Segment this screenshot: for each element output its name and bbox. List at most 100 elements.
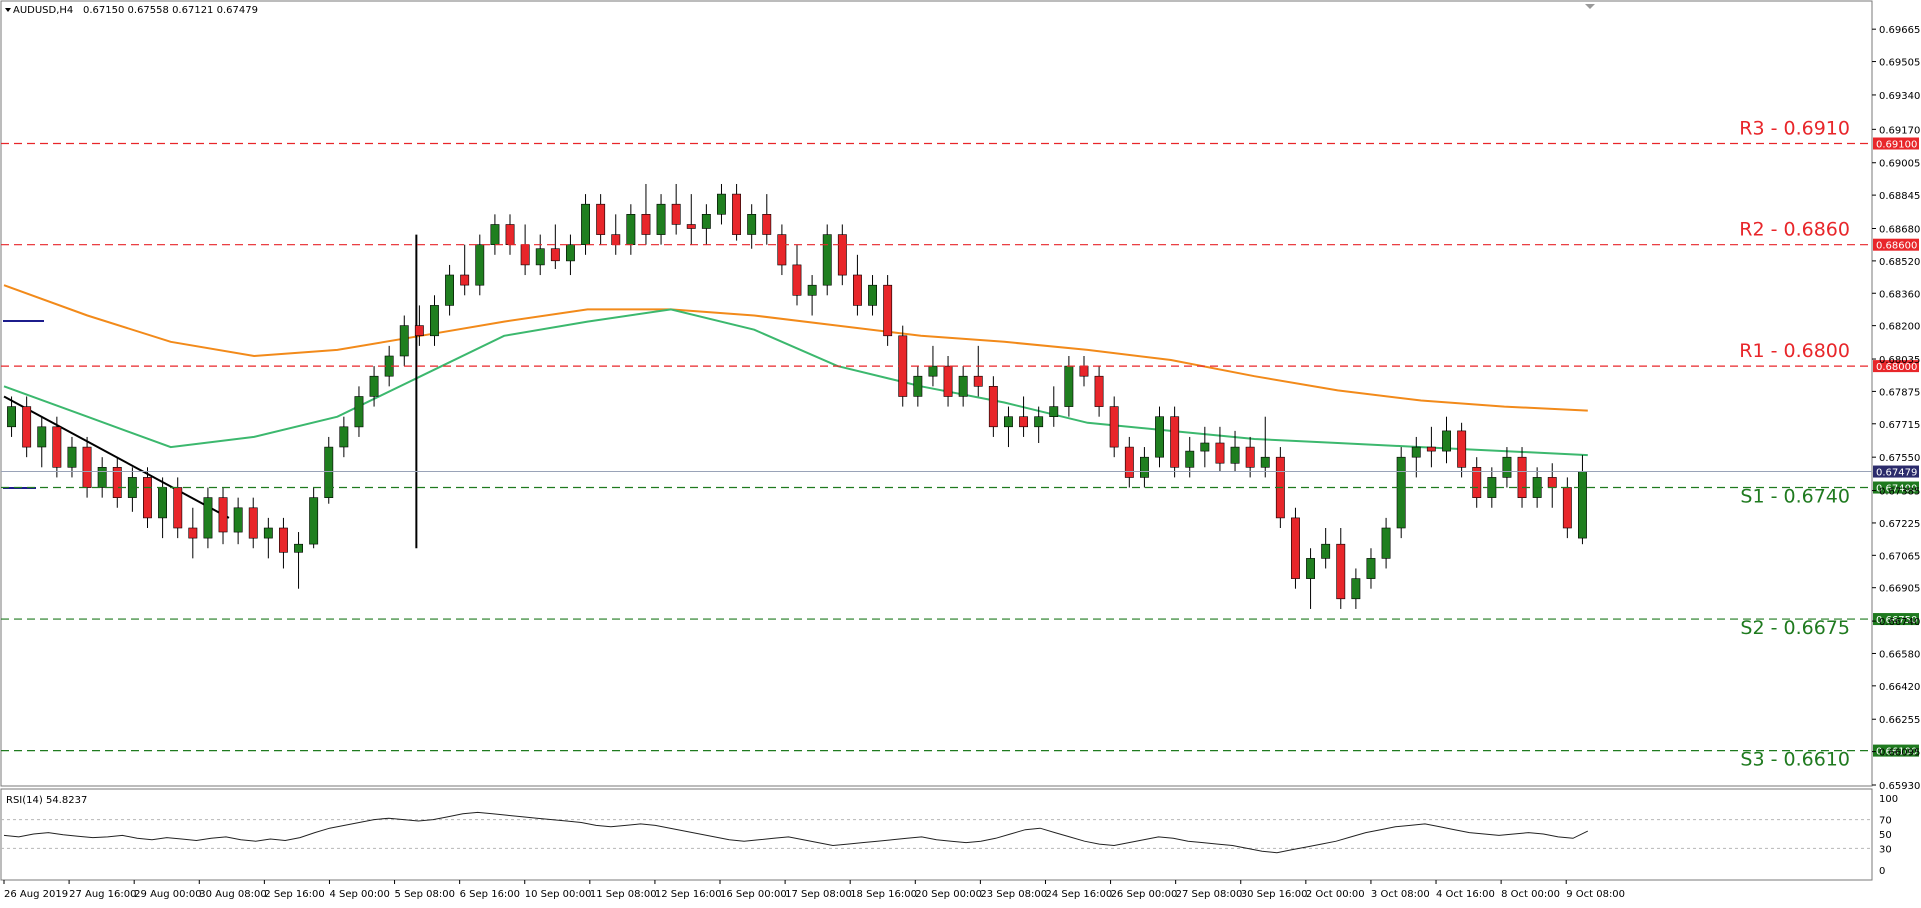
candle-bearish (1457, 430, 1467, 468)
x-tick-label: 9 Oct 08:00 (1566, 889, 1625, 900)
rsi-label: RSI(14) 54.8237 (6, 795, 87, 806)
resistance-level-badge-text: 0.68600 (1876, 241, 1917, 252)
candle-bearish (1291, 517, 1300, 579)
x-tick-label: 11 Sep 08:00 (590, 889, 657, 900)
support-resistance-levels: 0.67479 0.69100 R3 - 0.6910 0.68600 R2 - 0.6… (1, 118, 1919, 771)
current-price-badge (1873, 465, 1919, 478)
symbol-label: AUDUSD,H4 (13, 5, 73, 16)
candle-bearish (1079, 365, 1089, 377)
candle-bearish (1124, 446, 1134, 478)
x-tick-label: 8 Oct 00:00 (1501, 889, 1560, 900)
y-tick-label: 0.68035 (1879, 355, 1920, 366)
candle-bearish (762, 214, 772, 235)
current-price-badge-text: 0.67479 (1876, 468, 1917, 479)
candle-bearish (22, 406, 32, 448)
support-level-badge-text: 0.66750 (1876, 615, 1917, 626)
x-tick-label: 20 Sep 00:00 (915, 889, 982, 900)
candle-bullish (37, 426, 47, 448)
symbol-menu-icon[interactable] (5, 8, 11, 12)
y-tick-label: 0.66255 (1879, 715, 1920, 726)
candle-bearish (1336, 543, 1346, 600)
candle-bullish (339, 426, 349, 448)
candle-bearish (671, 203, 681, 225)
rsi-tick-label: 50 (1879, 830, 1892, 841)
y-tick-label: 0.66580 (1879, 649, 1920, 660)
y-tick-label: 0.67225 (1879, 519, 1920, 530)
candle-bearish (641, 214, 651, 235)
resistance-level-badge (1873, 360, 1919, 373)
y-tick-label: 0.69505 (1879, 58, 1920, 69)
candle-bullish (535, 248, 545, 266)
candle-bearish (686, 224, 696, 229)
support-level-badge-text: 0.66100 (1876, 747, 1917, 758)
candle-bearish (505, 224, 515, 246)
candle-bullish (263, 527, 273, 539)
main-panel-frame (0, 0, 1873, 787)
x-tick-label: 29 Aug 00:00 (134, 889, 201, 900)
candle-bearish (414, 325, 424, 337)
candle-bullish (1306, 558, 1316, 579)
candle-bearish (520, 244, 530, 266)
candle-bullish (1321, 543, 1331, 559)
candle-bullish (1260, 456, 1270, 468)
x-tick-label: 27 Sep 08:00 (1176, 889, 1243, 900)
candle-bullish (399, 325, 409, 357)
candle-bullish (807, 284, 817, 296)
rsi-tick-label: 100 (1879, 794, 1898, 805)
x-tick-label: 18 Sep 16:00 (850, 889, 917, 900)
candle-bearish (1019, 416, 1029, 428)
candle-bullish (294, 543, 303, 553)
candle-bearish (1562, 487, 1572, 529)
x-tick-label: 30 Sep 16:00 (1241, 889, 1308, 900)
resistance-level-label: R1 - 0.6800 (1739, 340, 1850, 362)
candle-bearish (1170, 416, 1180, 468)
candle-bearish (732, 193, 742, 235)
y-tick-label: 0.68520 (1879, 257, 1920, 268)
candle-bullish (1200, 442, 1210, 452)
candle-bearish (883, 284, 893, 337)
resistance-level-badge (1873, 238, 1919, 251)
x-tick-label: 16 Sep 00:00 (720, 889, 787, 900)
candle-bullish (701, 214, 711, 229)
candle-bearish (596, 203, 606, 235)
candle-bullish (626, 214, 636, 246)
candle-bullish (369, 375, 379, 397)
x-tick-label: 2 Sep 16:00 (264, 889, 324, 900)
candle-bullish (1411, 446, 1421, 458)
candle-bullish (354, 396, 364, 428)
candle-bullish (1396, 456, 1406, 529)
support-level-badge (1873, 481, 1919, 494)
y-tick-label: 0.66095 (1879, 748, 1920, 759)
candle-bullish (203, 497, 213, 539)
candle-bearish (1547, 477, 1557, 488)
candle-bullish (158, 487, 167, 519)
y-tick-label: 0.68360 (1879, 289, 1920, 300)
y-tick-label: 0.68845 (1879, 191, 1920, 202)
resistance-level-badge (1873, 137, 1919, 150)
resistance-level-badge-text: 0.68000 (1876, 362, 1917, 373)
candle-bearish (1245, 446, 1255, 468)
candle-bullish (1351, 578, 1361, 600)
chart-shift-marker-icon[interactable] (1585, 4, 1595, 9)
y-tick-label: 0.67065 (1879, 551, 1920, 562)
moving-averages (3, 284, 1588, 457)
y-tick-label: 0.67550 (1879, 453, 1920, 464)
y-tick-label: 0.66420 (1879, 682, 1920, 693)
resistance-level-badge-text: 0.69100 (1876, 140, 1917, 151)
candle-bullish (1155, 416, 1165, 458)
x-tick-label: 26 Sep 00:00 (1111, 889, 1178, 900)
candle-bearish (1094, 375, 1104, 407)
candlesticks (7, 183, 1587, 609)
candle-bullish (1034, 416, 1044, 428)
support-level-badge (1873, 744, 1919, 757)
candle-bearish (1215, 442, 1225, 464)
x-tick-label: 23 Sep 08:00 (980, 889, 1047, 900)
support-level-label: S1 - 0.6740 (1740, 486, 1850, 508)
candle-bullish (1502, 456, 1512, 478)
support-level-label: S3 - 0.6610 (1740, 749, 1850, 771)
candle-bearish (852, 274, 862, 306)
rsi-indicator: 100 70 50 30 0 (1, 794, 1898, 877)
y-tick-label: 0.67875 (1879, 387, 1920, 398)
